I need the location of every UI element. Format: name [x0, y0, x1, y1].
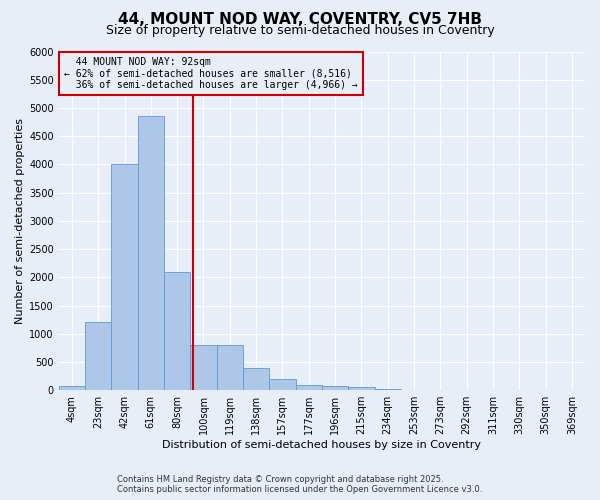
Text: Contains HM Land Registry data © Crown copyright and database right 2025.
Contai: Contains HM Land Registry data © Crown c… [118, 474, 482, 494]
X-axis label: Distribution of semi-detached houses by size in Coventry: Distribution of semi-detached houses by … [163, 440, 481, 450]
Bar [217, 345, 243, 390]
Text: 44, MOUNT NOD WAY, COVENTRY, CV5 7HB: 44, MOUNT NOD WAY, COVENTRY, CV5 7HB [118, 12, 482, 28]
Bar [190, 345, 217, 390]
Y-axis label: Number of semi-detached properties: Number of semi-detached properties [15, 118, 25, 324]
Bar [374, 389, 401, 390]
Bar [296, 384, 322, 390]
Bar [269, 379, 296, 390]
Bar [243, 368, 269, 390]
Bar [59, 386, 85, 390]
Bar [164, 272, 190, 390]
Bar [112, 164, 138, 390]
Bar [85, 322, 112, 390]
Text: Size of property relative to semi-detached houses in Coventry: Size of property relative to semi-detach… [106, 24, 494, 37]
Text: 44 MOUNT NOD WAY: 92sqm
← 62% of semi-detached houses are smaller (8,516)
  36% : 44 MOUNT NOD WAY: 92sqm ← 62% of semi-de… [64, 56, 358, 90]
Bar [348, 388, 374, 390]
Bar [138, 116, 164, 390]
Bar [322, 386, 348, 390]
